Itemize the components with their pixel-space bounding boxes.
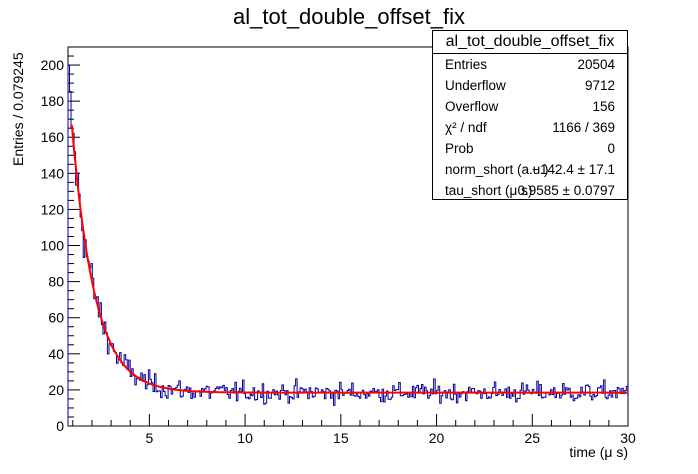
x-axis-label: time (μ s)	[569, 444, 628, 460]
y-tick-label: 140	[41, 165, 65, 181]
stat-value: 1166 / 369	[552, 120, 615, 135]
stat-value: 0	[607, 141, 615, 156]
stat-row-norm-short: norm_short (a.u.) −142.4 ± 17.1	[433, 159, 627, 180]
stat-label: Entries	[445, 57, 488, 72]
stat-value: 9712	[584, 78, 615, 93]
stat-value: −142.4 ± 17.1	[532, 162, 615, 177]
stat-row-prob: Prob 0	[433, 138, 627, 159]
stat-row-underflow: Underflow 9712	[433, 75, 627, 96]
stat-label: Underflow	[445, 78, 506, 93]
x-tick-label: 30	[620, 430, 636, 446]
stat-label: tau_short (μ s)	[445, 183, 533, 198]
y-tick-label: 20	[48, 382, 64, 398]
statistics-box: al_tot_double_offset_fix Entries 20504 U…	[432, 30, 628, 200]
stat-row-entries: Entries 20504	[433, 54, 627, 75]
stat-label: Prob	[445, 141, 474, 156]
y-tick-label: 160	[41, 129, 65, 145]
stat-row-overflow: Overflow 156	[433, 96, 627, 117]
y-tick-label: 0	[56, 418, 64, 434]
y-axis-label: Entries / 0.079245	[10, 52, 26, 166]
stat-label: χ² / ndf	[445, 120, 487, 135]
y-tick-label: 200	[41, 57, 65, 73]
stat-row-tau-short: tau_short (μ s) 0.9585 ± 0.0797	[433, 180, 627, 201]
x-tick-label: 5	[145, 430, 153, 446]
y-tick-label: 100	[41, 238, 65, 254]
stat-value: 156	[592, 99, 615, 114]
stat-label: Overflow	[445, 99, 499, 114]
y-tick-label: 60	[48, 310, 64, 326]
x-tick-label: 10	[237, 430, 253, 446]
stat-value: 0.9585 ± 0.0797	[517, 183, 616, 198]
statbox-title: al_tot_double_offset_fix	[433, 31, 627, 54]
x-tick-label: 15	[333, 430, 349, 446]
x-tick-label: 20	[429, 430, 445, 446]
fit-curve	[70, 124, 627, 394]
x-tick-label: 25	[524, 430, 540, 446]
y-tick-label: 80	[48, 274, 64, 290]
y-tick-label: 120	[41, 201, 65, 217]
y-tick-label: 180	[41, 93, 65, 109]
stat-value: 20504	[577, 57, 615, 72]
y-tick-label: 40	[48, 346, 64, 362]
stat-label: norm_short (a.u.)	[445, 162, 549, 177]
stat-row-chi2: χ² / ndf 1166 / 369	[433, 117, 627, 138]
chart-title: al_tot_double_offset_fix	[233, 4, 465, 29]
